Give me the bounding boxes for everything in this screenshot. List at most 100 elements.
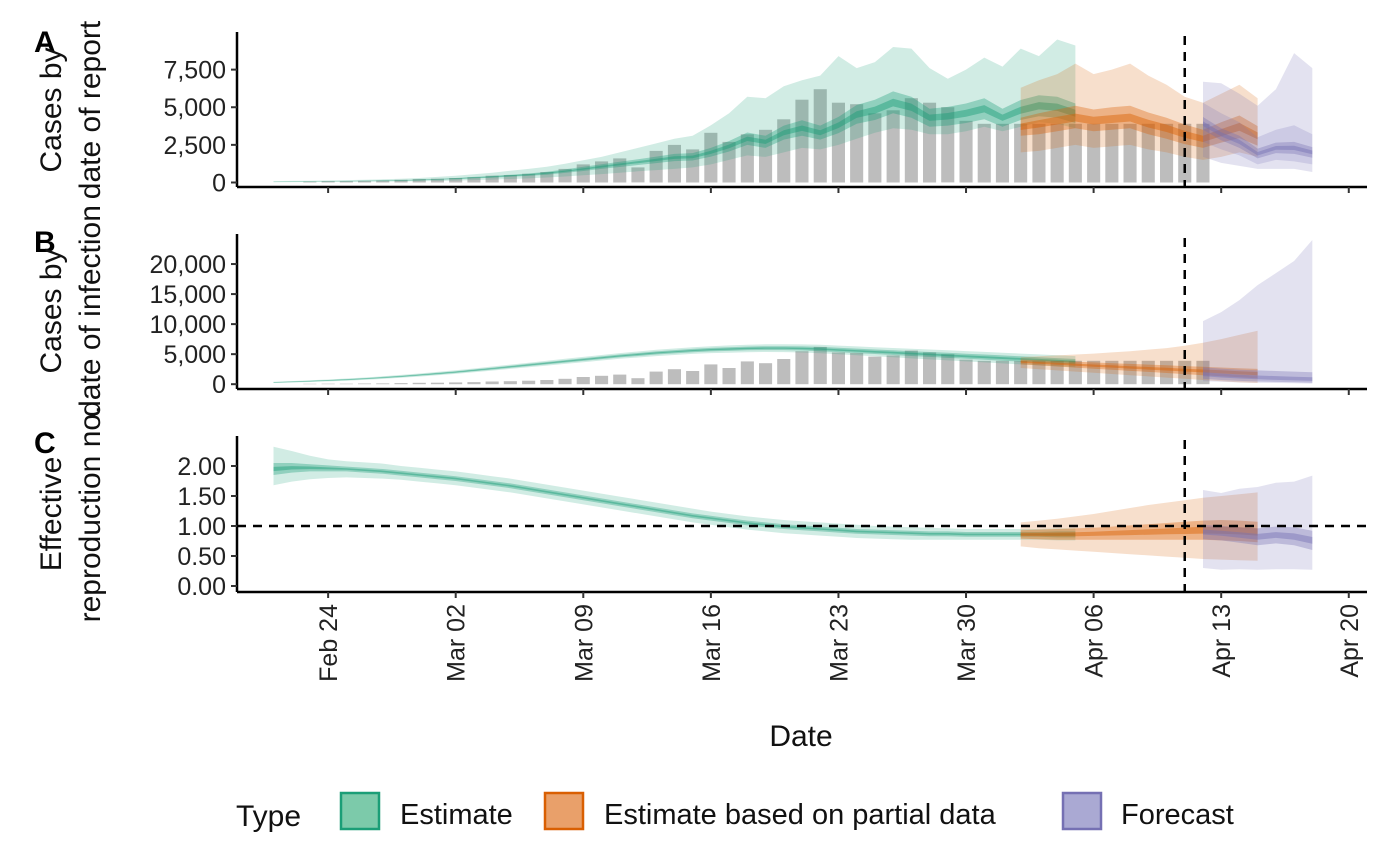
panel-b-estimate-outer-band: [273, 344, 1076, 383]
panel-b-bar: [1068, 360, 1082, 385]
panel-b-partial-inner-band: [1020, 359, 1258, 379]
panel-a-plot: 0 2,500 5,000 7,500: [163, 32, 1367, 197]
panel-a-bar: [1032, 123, 1046, 183]
panel-a-bar: [649, 150, 663, 183]
panel-a-y-tick-label: 0: [212, 169, 226, 197]
panel-a-y-tick-label: 2,500: [163, 132, 226, 160]
panel-b-y-tick-label: 5,000: [163, 341, 226, 369]
panel-b-bar: [667, 369, 681, 385]
panel-a-bar: [558, 168, 572, 183]
panel-a-y-tick-label: 7,500: [163, 57, 226, 85]
panel-b-bar: [540, 380, 554, 385]
panel-a-bar: [522, 173, 536, 183]
legend-key-estimate: [339, 791, 381, 831]
x-tick-label: Apr 20: [1336, 604, 1364, 678]
panel-b-bar: [485, 381, 499, 385]
panel-c-estimate-outer-band: [273, 446, 1076, 541]
panel-b-letter: B: [34, 226, 56, 259]
panel-c-y-tick-label: 2.00: [177, 453, 226, 481]
panel-b-bar: [1050, 360, 1064, 385]
panel-b-bar: [358, 383, 372, 385]
panel-b-bar: [1123, 360, 1137, 385]
panel-a-bar: [358, 180, 372, 183]
panel-a-bar: [1105, 123, 1119, 183]
panel-b-bar: [1032, 360, 1046, 385]
panel-a-bar: [1160, 123, 1174, 183]
panel-a-forecast-median-band: [1203, 121, 1313, 156]
panel-b-bar: [394, 383, 408, 385]
panel-a-bar: [376, 180, 390, 183]
panel-b-bar: [1087, 360, 1101, 385]
panel-a-bar: [339, 181, 353, 183]
panel-b-bar: [777, 359, 791, 385]
panel-a-bar: [831, 102, 845, 183]
panel-b-ylabel-line2: date of infection: [74, 205, 107, 417]
panel-b-bar: [321, 383, 335, 385]
x-tick-label: Mar 09: [570, 604, 598, 682]
panel-a-bar: [321, 181, 335, 183]
panel-c-forecast-median-band: [1203, 529, 1313, 544]
panel-b-bar: [1160, 360, 1174, 385]
panel-b-bar: [430, 382, 444, 385]
panel-b-bar: [1141, 360, 1155, 385]
panel-a-bar: [941, 107, 955, 183]
panel-b-bar: [850, 353, 864, 385]
panel-a-bar: [886, 110, 900, 183]
x-tick-label: Apr 13: [1208, 604, 1236, 678]
panel-b-bar: [1196, 360, 1210, 385]
panel-b-bar: [941, 354, 955, 385]
panel-a-forecast-outer-band: [1203, 53, 1313, 172]
panel-a-bar: [850, 104, 864, 183]
panel-b-bar: [795, 351, 809, 385]
panel-b-bar: [576, 377, 590, 385]
panel-a-ylabel-line1: Cases by: [35, 47, 68, 172]
panel-b-bar: [339, 383, 353, 385]
legend-label-estimate: Estimate: [400, 799, 513, 831]
x-tick-label: Mar 23: [826, 604, 854, 682]
panel-c-ylabel-line2: reproduction no.: [74, 406, 107, 623]
panel-a-bar: [412, 179, 426, 183]
x-tick-label: Feb 24: [315, 604, 343, 682]
panel-b-bar: [722, 368, 736, 385]
panel-b-bar: [467, 382, 481, 385]
panel-a-bar: [1014, 123, 1028, 183]
panel-a-bar: [759, 129, 773, 183]
legend-key-forecast: [1061, 791, 1103, 831]
panel-b-forecast-median-band: [1203, 372, 1313, 381]
panel-b-bar: [503, 381, 517, 385]
panel-b-bar: [868, 356, 882, 385]
panel-a-bar: [1123, 123, 1137, 183]
panel-b-y-tick-label: 20,000: [150, 251, 226, 279]
panel-b-bar: [449, 382, 463, 385]
panel-a-ylabel-line2: date of report: [74, 20, 107, 199]
panel-b-y-tick-label: 15,000: [150, 281, 226, 309]
legend-label-forecast: Forecast: [1121, 799, 1234, 831]
panel-b-bar: [412, 382, 426, 385]
panel-b-bar: [759, 363, 773, 385]
panel-b-ylabel-line1: Cases by: [35, 248, 68, 373]
panel-b-bar: [740, 361, 754, 385]
panel-c-ylabel-line1: Effective: [35, 457, 68, 572]
panel-b-bar: [904, 350, 918, 385]
panel-c-letter: C: [34, 427, 56, 460]
panel-a-bar: [667, 144, 681, 183]
x-tick-label: Apr 06: [1081, 604, 1109, 678]
panel-a-bar: [449, 178, 463, 183]
panel-a: A Cases by date of report 0 2,500 5,000 7,5…: [34, 20, 1367, 199]
panel-a-bar: [503, 175, 517, 183]
panel-b-forecast-outer-band: [1203, 240, 1313, 384]
panel-a-bar: [430, 178, 444, 183]
panel-c-y-tick-label: 1.50: [177, 483, 226, 511]
panel-b-bar: [1014, 360, 1028, 385]
x-axis-title: Date: [769, 720, 832, 753]
panel-b-bar: [923, 352, 937, 385]
panel-b-y-tick-label: 10,000: [150, 311, 226, 339]
panel-a-bar: [576, 164, 590, 183]
x-tick-label: Mar 16: [698, 604, 726, 682]
panel-a-forecast-outer-band: [1203, 102, 1313, 165]
panel-b-y-tick-label: 0: [212, 371, 226, 399]
legend-label-partial: Estimate based on partial data: [604, 799, 997, 831]
panel-c-y-tick-label: 0.50: [177, 543, 226, 571]
panel-a-bar: [704, 132, 718, 183]
